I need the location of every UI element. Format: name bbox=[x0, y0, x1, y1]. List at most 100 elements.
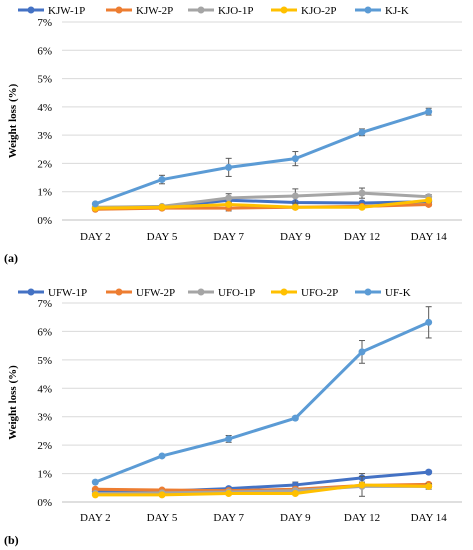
legend-item: KJO-1P bbox=[188, 5, 253, 17]
legend-item: KJ-K bbox=[355, 5, 409, 17]
data-point bbox=[425, 482, 433, 490]
x-tick-label: DAY 7 bbox=[213, 512, 244, 524]
data-point bbox=[225, 435, 233, 443]
series-uf-k bbox=[91, 306, 433, 486]
y-tick-label: 0% bbox=[37, 497, 52, 509]
data-point bbox=[358, 348, 366, 356]
data-point bbox=[425, 468, 433, 476]
panel-label: (a) bbox=[4, 251, 18, 265]
y-tick-label: 6% bbox=[37, 45, 52, 57]
legend-marker bbox=[364, 6, 372, 14]
legend-marker bbox=[197, 288, 205, 296]
y-tick-label: 3% bbox=[37, 130, 52, 142]
data-point bbox=[225, 194, 233, 202]
legend-marker bbox=[364, 288, 372, 296]
data-point bbox=[425, 196, 433, 204]
data-point bbox=[291, 489, 299, 497]
panel-label: (b) bbox=[4, 533, 19, 547]
y-tick-label: 2% bbox=[37, 158, 52, 170]
y-tick-label: 3% bbox=[37, 412, 52, 424]
y-tick-label: 4% bbox=[37, 383, 52, 395]
x-tick-label: DAY 2 bbox=[80, 231, 111, 243]
legend-marker bbox=[27, 6, 35, 14]
data-point bbox=[291, 203, 299, 211]
y-tick-label: 5% bbox=[37, 74, 52, 86]
data-point bbox=[91, 478, 99, 486]
data-point bbox=[291, 192, 299, 200]
y-tick-label: 7% bbox=[37, 298, 52, 310]
data-point bbox=[158, 452, 166, 460]
data-point bbox=[225, 163, 233, 171]
legend-marker bbox=[197, 6, 205, 14]
series-ufo-2p bbox=[91, 481, 433, 499]
legend-marker bbox=[280, 6, 288, 14]
x-tick-label: DAY 14 bbox=[411, 512, 448, 524]
y-tick-label: 4% bbox=[37, 102, 52, 114]
x-tick-label: DAY 12 bbox=[344, 231, 380, 243]
x-tick-label: DAY 12 bbox=[344, 512, 380, 524]
x-tick-label: DAY 7 bbox=[213, 231, 244, 243]
data-point bbox=[158, 203, 166, 211]
legend-item: KJW-2P bbox=[106, 5, 173, 17]
y-tick-label: 7% bbox=[37, 17, 52, 29]
series-line bbox=[94, 320, 430, 484]
data-point bbox=[291, 155, 299, 163]
x-tick-label: DAY 2 bbox=[80, 512, 111, 524]
data-point bbox=[91, 200, 99, 208]
x-tick-label: DAY 5 bbox=[147, 512, 178, 524]
series-kj-k bbox=[91, 107, 433, 208]
data-point bbox=[425, 108, 433, 116]
data-point bbox=[425, 318, 433, 326]
y-tick-label: 0% bbox=[37, 215, 52, 227]
legend-item: KJW-1P bbox=[18, 5, 85, 17]
legend-item: UFW-2P bbox=[106, 287, 175, 299]
y-tick-label: 5% bbox=[37, 355, 52, 367]
data-point bbox=[225, 489, 233, 497]
legend-label: KJO-1P bbox=[218, 5, 253, 17]
legend-marker bbox=[115, 6, 123, 14]
x-tick-label: DAY 9 bbox=[280, 231, 311, 243]
data-point bbox=[358, 189, 366, 197]
x-tick-label: DAY 14 bbox=[411, 231, 448, 243]
data-point bbox=[358, 203, 366, 211]
legend-label: UFW-1P bbox=[48, 287, 87, 299]
legend-label: KJ-K bbox=[385, 5, 409, 17]
data-point bbox=[91, 491, 99, 499]
series-line bbox=[95, 483, 429, 497]
legend-label: KJO-2P bbox=[301, 5, 336, 17]
y-axis-label: Weight loss (%) bbox=[7, 365, 19, 440]
data-point bbox=[358, 128, 366, 136]
legend-marker bbox=[27, 288, 35, 296]
legend-label: KJW-2P bbox=[136, 5, 173, 17]
legend-label: UFO-2P bbox=[301, 287, 338, 299]
legend-marker bbox=[115, 288, 123, 296]
data-point bbox=[358, 481, 366, 489]
series-line bbox=[95, 470, 429, 493]
legend-label: KJW-1P bbox=[48, 5, 85, 17]
chart-panel-b: 0% 1% 2% 3% 4% 5% 6% 7% DAY 2 DAY 5 DAY 7 DAY 9 DAY … bbox=[4, 287, 462, 547]
data-point bbox=[291, 414, 299, 422]
legend-item: KJO-2P bbox=[271, 5, 336, 17]
x-tick-label: DAY 9 bbox=[280, 512, 311, 524]
y-tick-label: 6% bbox=[37, 326, 52, 338]
y-tick-label: 1% bbox=[37, 187, 52, 199]
series-kjo-2p bbox=[91, 196, 433, 212]
legend-label: UFW-2P bbox=[136, 287, 175, 299]
x-tick-label: DAY 5 bbox=[147, 231, 178, 243]
data-point bbox=[158, 176, 166, 184]
y-tick-label: 2% bbox=[37, 440, 52, 452]
chart-panel-a: 0% 1% 2% 3% 4% 5% 6% 7% DAY 2 DAY 5 DAY 7 DAY 9 DAY … bbox=[4, 5, 462, 265]
series-line bbox=[94, 110, 430, 206]
data-point bbox=[225, 200, 233, 208]
legend-label: UF-K bbox=[385, 287, 411, 299]
legend-item: UFO-2P bbox=[271, 287, 338, 299]
legend-item: UF-K bbox=[355, 287, 411, 299]
legend-label: UFO-1P bbox=[218, 287, 255, 299]
y-tick-label: 1% bbox=[37, 469, 52, 481]
legend-item: UFO-1P bbox=[188, 287, 255, 299]
series-line bbox=[95, 198, 429, 210]
legend-marker bbox=[280, 288, 288, 296]
data-point bbox=[158, 491, 166, 499]
legend-item: UFW-1P bbox=[18, 287, 87, 299]
